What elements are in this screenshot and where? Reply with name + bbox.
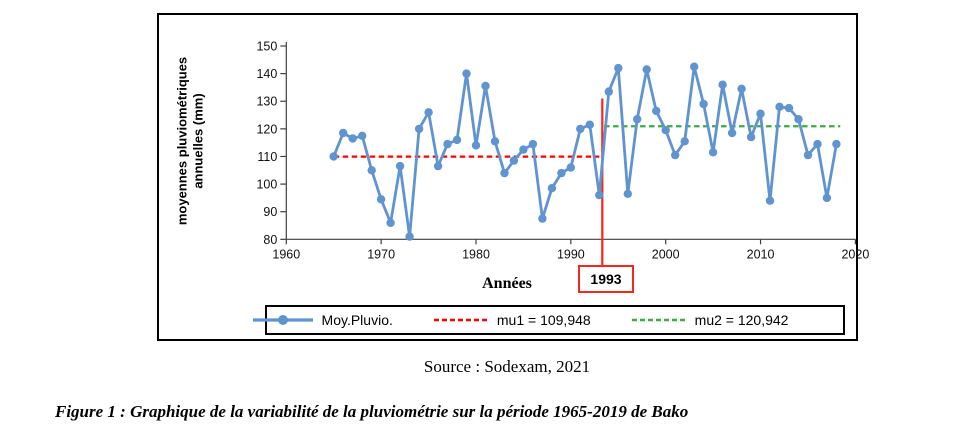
data-point [595, 190, 604, 200]
y-tick-label: 120 [256, 122, 277, 136]
data-point [604, 87, 613, 96]
y-tick-label: 140 [256, 67, 277, 81]
red-dashed-line-sample-icon [433, 318, 488, 322]
plot-svg: 80 90 100 110 120 130 140 150 1960 1970 1980 1990 20… [256, 40, 869, 267]
legend-item-moy-pluvio: Moy.Pluvio. [252, 312, 393, 328]
line-marker-sample-icon [252, 315, 313, 325]
data-point [433, 161, 443, 171]
tick-labels: 80 90 100 110 120 130 140 150 1960 1970 1980 1990 20… [256, 40, 869, 262]
y-tick-label: 80 [263, 233, 277, 247]
y-tick-label: 150 [256, 40, 277, 54]
data-point [424, 108, 433, 117]
data-point [708, 148, 718, 157]
data-point [367, 166, 376, 175]
data-point [671, 150, 680, 160]
data-point [822, 193, 832, 203]
data-point [614, 63, 623, 73]
data-point [746, 132, 756, 142]
data-point [348, 134, 357, 143]
data-point [557, 168, 566, 178]
data-point [699, 99, 708, 109]
x-tick-label: 1990 [557, 247, 585, 261]
data-point [519, 145, 528, 154]
data-point [794, 115, 803, 124]
x-tick-label: 2020 [841, 247, 869, 261]
legend-label-mu2: mu2 = 120,942 [694, 312, 789, 328]
data-point [452, 135, 462, 145]
data-point [832, 139, 841, 149]
data-point [528, 139, 538, 149]
y-tick-label: 110 [257, 150, 277, 164]
x-tick-label: 1970 [367, 247, 395, 261]
x-axis-title: Années [482, 275, 532, 292]
data-point [509, 156, 519, 165]
y-tick-label: 90 [263, 205, 277, 219]
legend-label-mu1: mu1 = 109,948 [496, 312, 591, 328]
y-tick-label: 130 [256, 95, 277, 109]
data-point [443, 139, 452, 149]
x-tick-label: 1980 [462, 247, 490, 261]
legend-label-moy-pluvio: Moy.Pluvio. [321, 312, 393, 328]
chart-frame: 80 90 100 110 120 130 140 150 1960 1970 1980 1990 20… [157, 13, 869, 341]
data-point [756, 109, 765, 118]
y-axis-title-line1: moyennes pluviométriques [174, 56, 190, 226]
data-point [813, 139, 822, 149]
data-point [500, 168, 509, 178]
data-point [737, 84, 746, 94]
green-dashed-line-sample-icon [631, 318, 686, 322]
data-point [585, 120, 594, 129]
data-point [414, 124, 424, 134]
break-year-annotation-box: 1993 [578, 265, 634, 293]
data-point [765, 196, 775, 205]
data-point [358, 131, 367, 140]
y-tick-label: 100 [256, 178, 277, 192]
data-point [642, 65, 651, 74]
data-point [623, 189, 632, 198]
y-axis-title: moyennes pluviométriques annuelles (mm) [174, 57, 205, 225]
x-tick-label: 2010 [747, 247, 775, 261]
y-axis-title-line2: annuelles (mm) [190, 93, 205, 189]
data-point [376, 195, 386, 204]
data-point [386, 218, 395, 227]
data-point [462, 69, 471, 78]
axes [280, 42, 857, 245]
x-tick-label: 2000 [652, 247, 680, 261]
data-point [329, 152, 338, 161]
data-point [490, 137, 500, 146]
figure-caption: Figure 1 : Graphique de la variabilité d… [55, 402, 689, 421]
data-point [538, 214, 547, 223]
data-point [471, 141, 481, 150]
x-tick-label: 1960 [272, 247, 300, 261]
source-text: Source : Sodexam, 2021 [423, 357, 591, 376]
data-point [395, 161, 405, 171]
rainfall-series-line [332, 65, 838, 239]
data-point [690, 62, 699, 71]
data-point [784, 103, 794, 113]
legend-item-mu1: mu1 = 109,948 [433, 312, 591, 328]
rainfall-series-markers [329, 62, 841, 241]
data-point [633, 115, 642, 124]
data-point [547, 184, 557, 193]
legend-item-mu2: mu2 = 120,942 [631, 312, 789, 328]
data-point [775, 102, 784, 112]
data-point [652, 106, 661, 116]
data-point [718, 80, 727, 89]
data-point [566, 163, 575, 172]
data-point [481, 81, 490, 91]
data-point [727, 128, 737, 138]
data-point [576, 124, 585, 134]
data-point [661, 126, 670, 135]
data-point [405, 232, 414, 241]
data-point [339, 128, 348, 138]
chart-legend: Moy.Pluvio. mu1 = 109,948 mu2 = 120,942 [252, 305, 845, 335]
data-point [803, 150, 813, 160]
data-point [680, 137, 689, 146]
